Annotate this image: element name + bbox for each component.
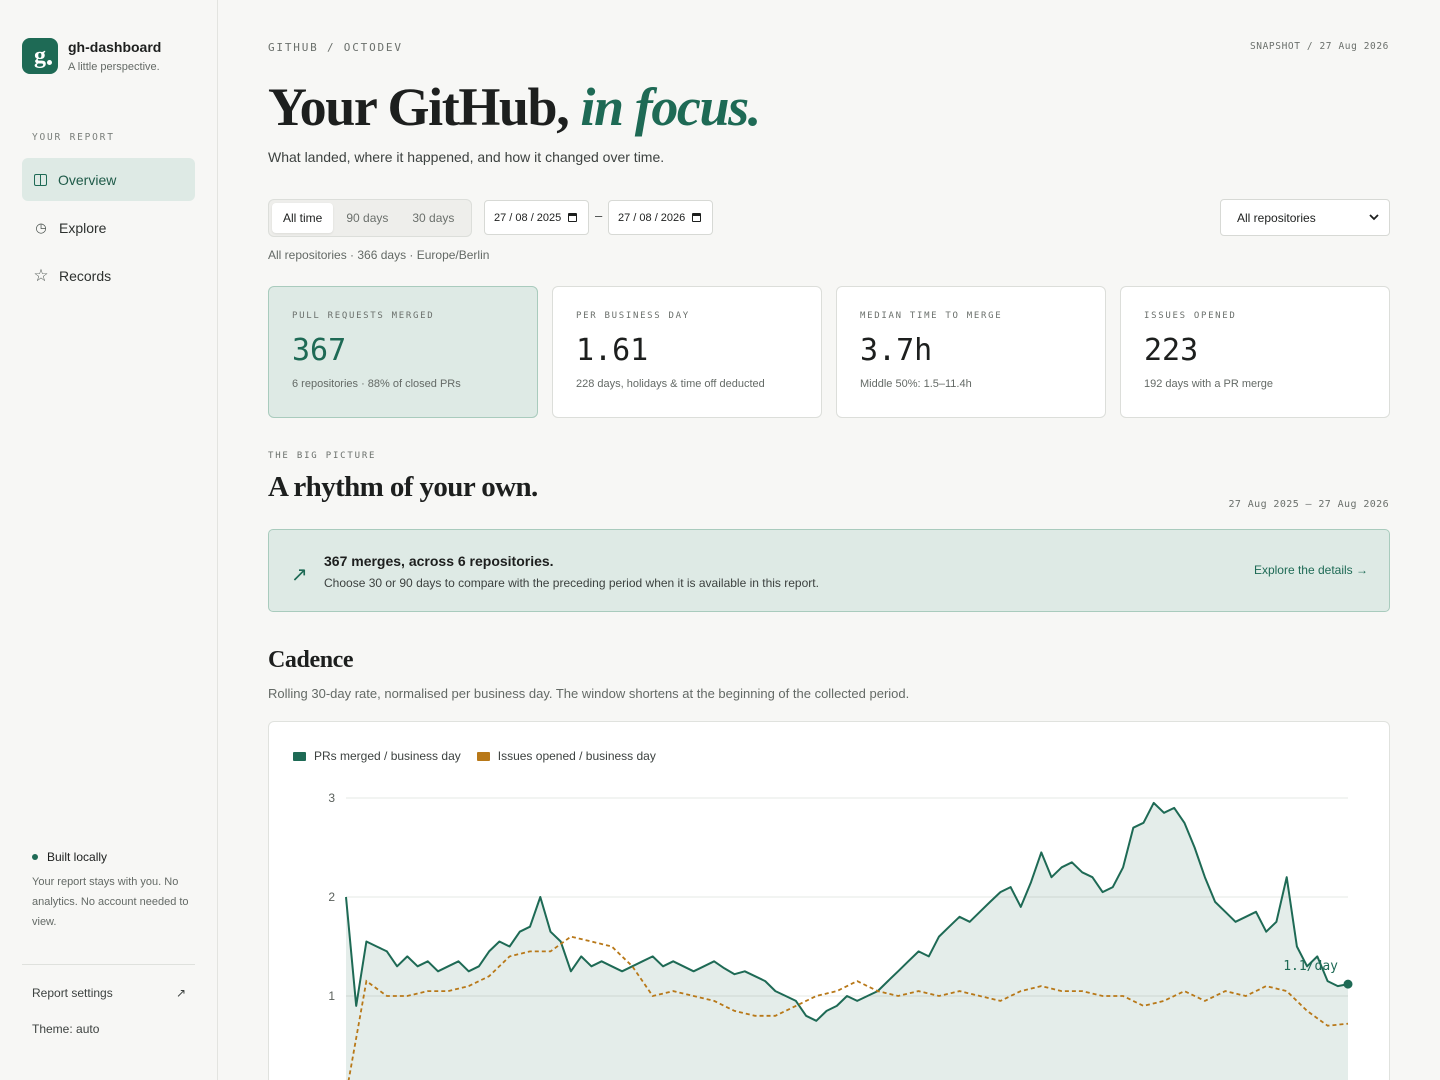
repository-select[interactable]: All repositories — [1220, 199, 1390, 236]
local-title: Built locally — [47, 850, 108, 864]
page-title-emphasis: in focus. — [580, 77, 761, 137]
calendar-icon[interactable] — [568, 213, 578, 222]
cadence-chart-card: PRs merged / business day Issues opened … — [268, 721, 1390, 1080]
cadence-title: Cadence — [268, 647, 354, 673]
sidebar-item-records[interactable]: ☆ Records — [22, 254, 195, 297]
local-notice: Built locally Your report stays with you… — [32, 850, 192, 932]
date-to-input[interactable]: 27 / 08 / 2026 — [608, 200, 713, 235]
filter-summary: All repositories · 366 days · Europe/Ber… — [268, 248, 490, 262]
sidebar: g gh-dashboard A little perspective. YOU… — [0, 0, 218, 1080]
logo: g — [22, 38, 58, 74]
range-30-days[interactable]: 30 days — [412, 211, 455, 225]
stat-label: PULL REQUESTS MERGED — [292, 311, 435, 321]
stat-value: 367 — [292, 333, 347, 368]
sidebar-item-label: Records — [59, 267, 112, 284]
stat-label: PER BUSINESS DAY — [576, 311, 690, 321]
stat-value: 3.7h — [860, 333, 933, 368]
stat-card-prs-merged: PULL REQUESTS MERGED 367 6 repositories … — [268, 286, 538, 418]
legend-item-issues[interactable]: Issues opened / business day — [476, 749, 656, 763]
y-tick-label: 2 — [328, 890, 335, 904]
report-settings-label: Report settings — [32, 986, 113, 1000]
y-tick-label: 3 — [328, 791, 335, 805]
date-from-value: 27 / 08 / 2025 — [494, 211, 562, 224]
snapshot-date: SNAPSHOT / 27 Aug 2026 — [1249, 41, 1389, 52]
stat-subtext: Middle 50%: 1.5–11.4h — [860, 378, 972, 390]
date-separator: – — [595, 208, 603, 223]
status-dot — [32, 854, 38, 860]
legend-swatch-prs — [293, 751, 306, 761]
cadence-chart: 3 2 1 1.1/day — [328, 791, 1353, 1080]
summary-banner: ↗ 367 merges, across 6 repositories. Cho… — [268, 529, 1390, 612]
series-line-issues — [347, 935, 1349, 1080]
explore-details-link[interactable]: Explore the details → — [1253, 563, 1368, 577]
logo-dot — [47, 60, 52, 65]
stat-subtext: 228 days, holidays & time off deducted — [576, 378, 765, 390]
legend-item-prs[interactable]: PRs merged / business day — [293, 749, 461, 763]
range-all-time[interactable]: All time — [272, 203, 334, 233]
stat-label: MEDIAN TIME TO MERGE — [860, 311, 1003, 321]
calendar-icon[interactable] — [692, 213, 702, 222]
brand[interactable]: g gh-dashboard A little perspective. — [22, 38, 161, 74]
section-title: A rhythm of your own. — [268, 471, 538, 503]
local-text: Your report stays with you. No analytics… — [32, 876, 189, 928]
range-90-days[interactable]: 90 days — [346, 211, 389, 225]
star-icon: ☆ — [33, 265, 49, 285]
date-from-input[interactable]: 27 / 08 / 2025 — [484, 200, 589, 235]
legend-label: Issues opened / business day — [497, 749, 656, 763]
section-eyebrow: THE BIG PICTURE — [268, 451, 377, 461]
book-open-icon — [34, 173, 47, 186]
range-selector: All time 90 days 30 days — [268, 199, 472, 237]
page-subtitle: What landed, where it happened, and how … — [268, 149, 665, 165]
stat-subtext: 192 days with a PR merge — [1144, 378, 1274, 390]
series-area-prs — [346, 802, 1348, 1080]
sidebar-divider — [22, 964, 195, 965]
stat-value: 1.61 — [576, 333, 649, 368]
series-end-point — [1343, 979, 1353, 989]
stat-value: 223 — [1144, 333, 1199, 368]
sidebar-nav: Overview ◷ Explore ☆ Records — [22, 158, 195, 302]
legend-swatch-issues — [476, 751, 490, 761]
page-title: Your GitHub, in focus. — [268, 76, 761, 138]
chart-legend: PRs merged / business day Issues opened … — [293, 749, 656, 763]
stat-card-issues-opened: ISSUES OPENED 223 192 days with a PR mer… — [1120, 286, 1390, 418]
stat-card-median-time-to-merge: MEDIAN TIME TO MERGE 3.7h Middle 50%: 1.… — [836, 286, 1106, 418]
app-tagline: A little perspective. — [68, 61, 160, 73]
sidebar-item-label: Overview — [58, 171, 117, 188]
banner-text: Choose 30 or 90 days to compare with the… — [324, 576, 819, 590]
sidebar-item-overview[interactable]: Overview — [22, 158, 195, 201]
legend-label: PRs merged / business day — [314, 749, 461, 763]
chevron-down-icon — [1369, 214, 1379, 221]
breadcrumb: GITHUB / OCTODEV — [268, 41, 403, 54]
end-value-label: 1.1/day — [1283, 959, 1338, 974]
app-name: gh-dashboard — [68, 39, 162, 55]
series-line-prs — [345, 801, 1349, 1022]
stat-card-per-business-day: PER BUSINESS DAY 1.61 228 days, holidays… — [552, 286, 822, 418]
sidebar-item-explore[interactable]: ◷ Explore — [22, 206, 195, 249]
repository-select-value: All repositories — [1237, 210, 1316, 225]
cadence-subtitle: Rolling 30-day rate, normalised per busi… — [268, 686, 910, 701]
stat-subtext: 6 repositories · 88% of closed PRs — [292, 378, 461, 390]
page-title-main: Your GitHub, — [268, 77, 570, 137]
y-tick-label: 1 — [328, 989, 335, 1003]
theme-toggle[interactable]: Theme: auto — [32, 1022, 100, 1036]
logo-letter: g — [34, 42, 46, 69]
external-link-icon: ↗ — [175, 986, 186, 1000]
report-settings-link[interactable]: Report settings ↗ — [32, 986, 186, 1000]
date-to-value: 27 / 08 / 2026 — [618, 211, 686, 224]
clock-icon: ◷ — [35, 219, 47, 235]
stat-label: ISSUES OPENED — [1144, 311, 1237, 321]
sidebar-item-label: Explore — [59, 219, 107, 236]
section-label: YOUR REPORT — [32, 132, 115, 143]
banner-title: 367 merges, across 6 repositories. — [324, 553, 554, 569]
trend-up-arrow-icon: ↗ — [291, 564, 308, 586]
section-date-range: 27 Aug 2025 – 27 Aug 2026 — [1228, 499, 1389, 510]
